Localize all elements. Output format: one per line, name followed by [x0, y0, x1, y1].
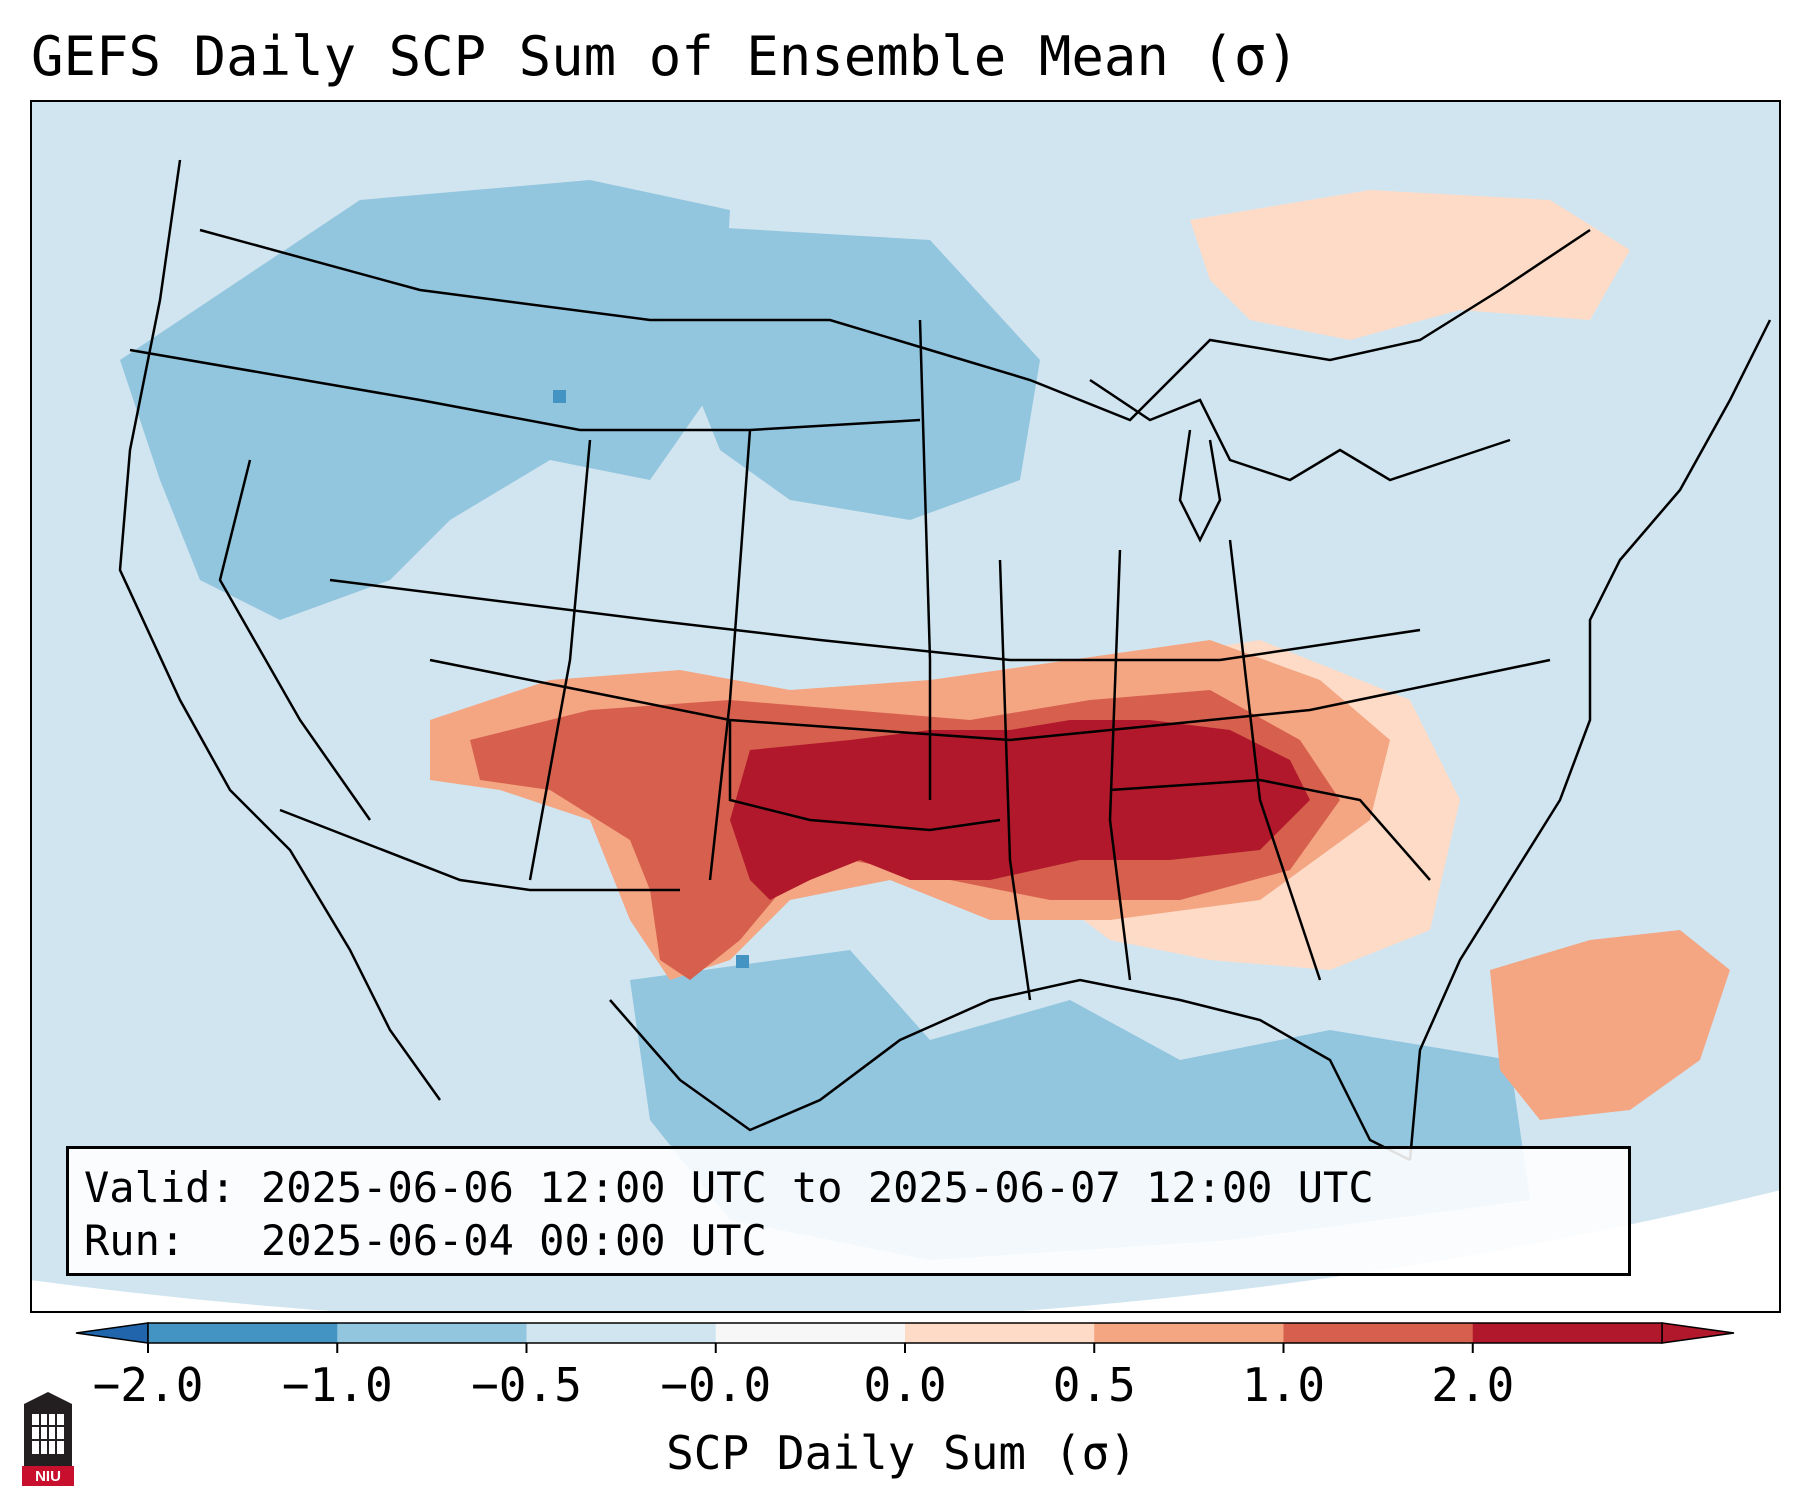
map-panel — [30, 100, 1781, 1313]
colorbar-segment — [526, 1323, 717, 1343]
state-line-j — [1108, 549, 1132, 981]
state-line-e — [708, 429, 752, 881]
map-speck-wyoming — [553, 390, 566, 403]
run-value: 2025-06-04 00:00 UTC — [261, 1216, 767, 1265]
colorbar-segment — [1283, 1323, 1474, 1343]
colorbar-tick-label: −0.5 — [471, 1358, 582, 1412]
lake-michigan — [1178, 429, 1222, 543]
colorbar-under-arrow — [75, 1322, 149, 1344]
colorbar-tick-label: −1.0 — [282, 1358, 393, 1412]
colorbar-segment — [905, 1323, 1095, 1343]
map-region-great-lakes-canada-high — [1190, 190, 1630, 340]
state-line-b — [218, 459, 372, 821]
colorbar-over-arrow — [1661, 1322, 1735, 1344]
valid-line: Valid: 2025-06-06 12:00 UTC to 2025-06-0… — [84, 1161, 1613, 1214]
state-line-g — [429, 658, 1551, 742]
map-region-northern-plains-low — [590, 220, 1040, 520]
us-canada-border — [199, 228, 1591, 422]
state-line-i — [998, 559, 1032, 1001]
colorbar-label: SCP Daily Sum (σ) — [666, 1426, 1137, 1480]
niu-logo-icon: NIU — [22, 1392, 74, 1486]
colorbar-segment — [715, 1323, 906, 1343]
map-title: GEFS Daily SCP Sum of Ensemble Mean (σ) — [31, 25, 1299, 88]
colorbar-tick-label: 0.0 — [863, 1358, 946, 1412]
info-box: Valid: 2025-06-06 12:00 UTC to 2025-06-0… — [66, 1146, 1631, 1276]
scp-map — [30, 100, 1781, 1313]
coastline-west — [118, 159, 442, 1101]
run-line: Run: 2025-06-04 00:00 UTC — [84, 1214, 1613, 1267]
niu-logo-text: NIU — [35, 1468, 61, 1485]
state-line-m — [279, 808, 680, 892]
colorbar-segment — [148, 1323, 338, 1343]
coastline-gulf — [609, 978, 1411, 1162]
valid-label: Valid: — [84, 1163, 236, 1212]
state-line-a — [129, 348, 921, 432]
run-label: Run: — [84, 1216, 186, 1265]
projection-edge — [30, 1190, 1781, 1313]
colorbar-segment — [1472, 1323, 1663, 1343]
colorbar-outline — [147, 1322, 1663, 1344]
state-line-d — [528, 439, 592, 881]
coastline-east — [1408, 319, 1772, 1161]
colorbar-tick-label: −2.0 — [93, 1358, 204, 1412]
map-region-plains-mid-south-maximum — [730, 720, 1310, 900]
colorbar-segment — [337, 1323, 527, 1343]
valid-value: 2025-06-06 12:00 UTC to 2025-06-07 12:00… — [261, 1163, 1374, 1212]
state-line-f — [918, 319, 932, 800]
state-line-k — [1228, 539, 1322, 981]
colorbar-tick-label: −0.0 — [660, 1358, 771, 1412]
colorbar-tick-label: 0.5 — [1053, 1358, 1136, 1412]
niu-logo-badge — [22, 1466, 74, 1486]
map-region-western-atlantic-high — [1490, 930, 1730, 1120]
state-line-h — [728, 720, 1001, 832]
colorbar-tick-label: 1.0 — [1242, 1358, 1325, 1412]
state-line-c — [329, 578, 1421, 662]
colorbar-tick-label: 2.0 — [1431, 1358, 1514, 1412]
projection-edge-nw — [30, 100, 140, 460]
great-lakes — [1089, 378, 1511, 482]
colorbar-segment — [1094, 1323, 1284, 1343]
state-line-l — [1109, 778, 1431, 881]
boundaries — [118, 159, 1772, 1162]
map-speck-texas — [736, 955, 749, 968]
